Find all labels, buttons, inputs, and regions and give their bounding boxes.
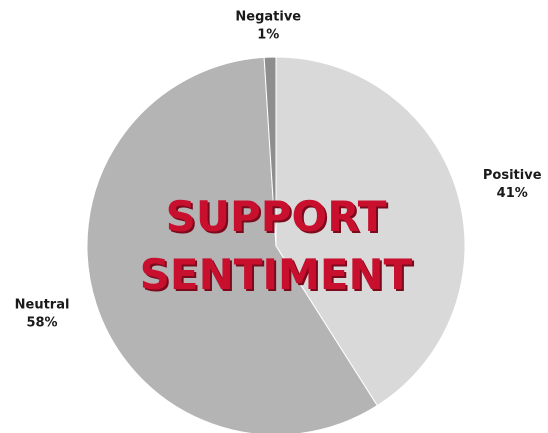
- chart-title: SUPPORT SENTIMENT: [139, 192, 413, 299]
- slice-value-label: 58%: [26, 315, 57, 330]
- pie-slice: [86, 56, 378, 433]
- slice-value-label: 1%: [257, 28, 279, 43]
- slice-label: Positive: [483, 168, 542, 183]
- slice-label: Neutral: [15, 297, 70, 312]
- slice-label: Negative: [235, 10, 301, 25]
- pie-slice: [275, 56, 466, 407]
- pie-slice: [263, 56, 277, 247]
- slice-value-label: 41%: [497, 186, 528, 201]
